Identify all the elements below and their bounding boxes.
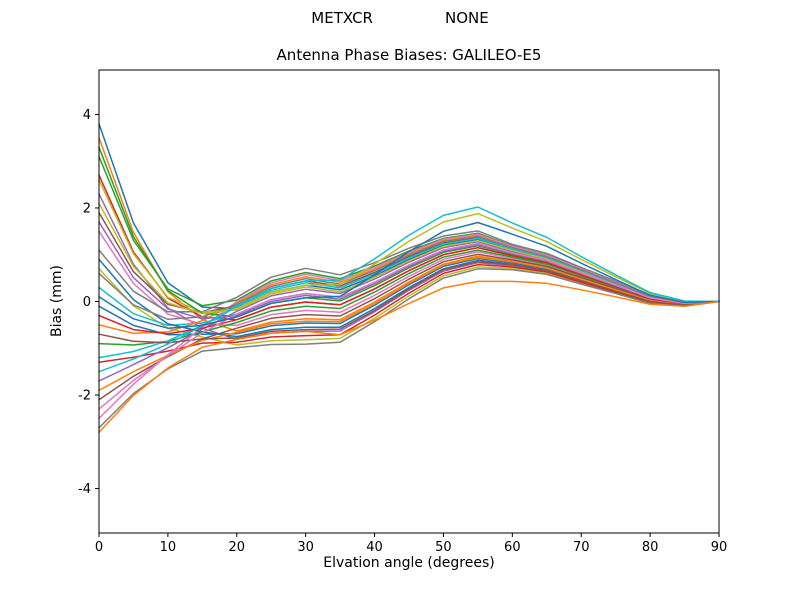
chart-title: Antenna Phase Biases: GALILEO-E5 bbox=[276, 46, 542, 64]
x-tick-label: 30 bbox=[297, 540, 314, 555]
y-tick-label: 2 bbox=[83, 201, 91, 216]
y-tick-label: -2 bbox=[78, 389, 91, 404]
x-tick-label: 10 bbox=[160, 540, 177, 555]
series-line bbox=[98, 221, 720, 329]
suptitle-left: METXCR bbox=[311, 9, 373, 27]
x-tick-label: 50 bbox=[435, 540, 452, 555]
series-line bbox=[98, 242, 720, 410]
series-line bbox=[98, 256, 720, 392]
series-line bbox=[98, 246, 720, 335]
x-axis-label: Elvation angle (degrees) bbox=[323, 555, 495, 571]
y-tick-label: -4 bbox=[78, 482, 91, 497]
y-tick-label: 0 bbox=[83, 295, 91, 310]
suptitle-right: NONE bbox=[444, 9, 489, 27]
x-tick-label: 90 bbox=[711, 540, 728, 555]
y-tick-label: 4 bbox=[83, 108, 91, 123]
x-tick-label: 60 bbox=[504, 540, 521, 555]
x-tick-label: 20 bbox=[229, 540, 246, 555]
x-tick-label: 0 bbox=[95, 540, 103, 555]
figure-suptitle: METXCR NONE bbox=[0, 9, 800, 27]
series-line bbox=[98, 268, 720, 429]
series-line bbox=[98, 263, 720, 364]
x-tick-label: 40 bbox=[366, 540, 383, 555]
series-line bbox=[98, 235, 720, 321]
series-line bbox=[98, 280, 720, 434]
x-tick-label: 80 bbox=[642, 540, 659, 555]
y-axis-label: Bias (mm) bbox=[49, 264, 65, 338]
series-line bbox=[98, 260, 720, 344]
series-line bbox=[98, 202, 720, 315]
x-tick-label: 70 bbox=[573, 540, 590, 555]
